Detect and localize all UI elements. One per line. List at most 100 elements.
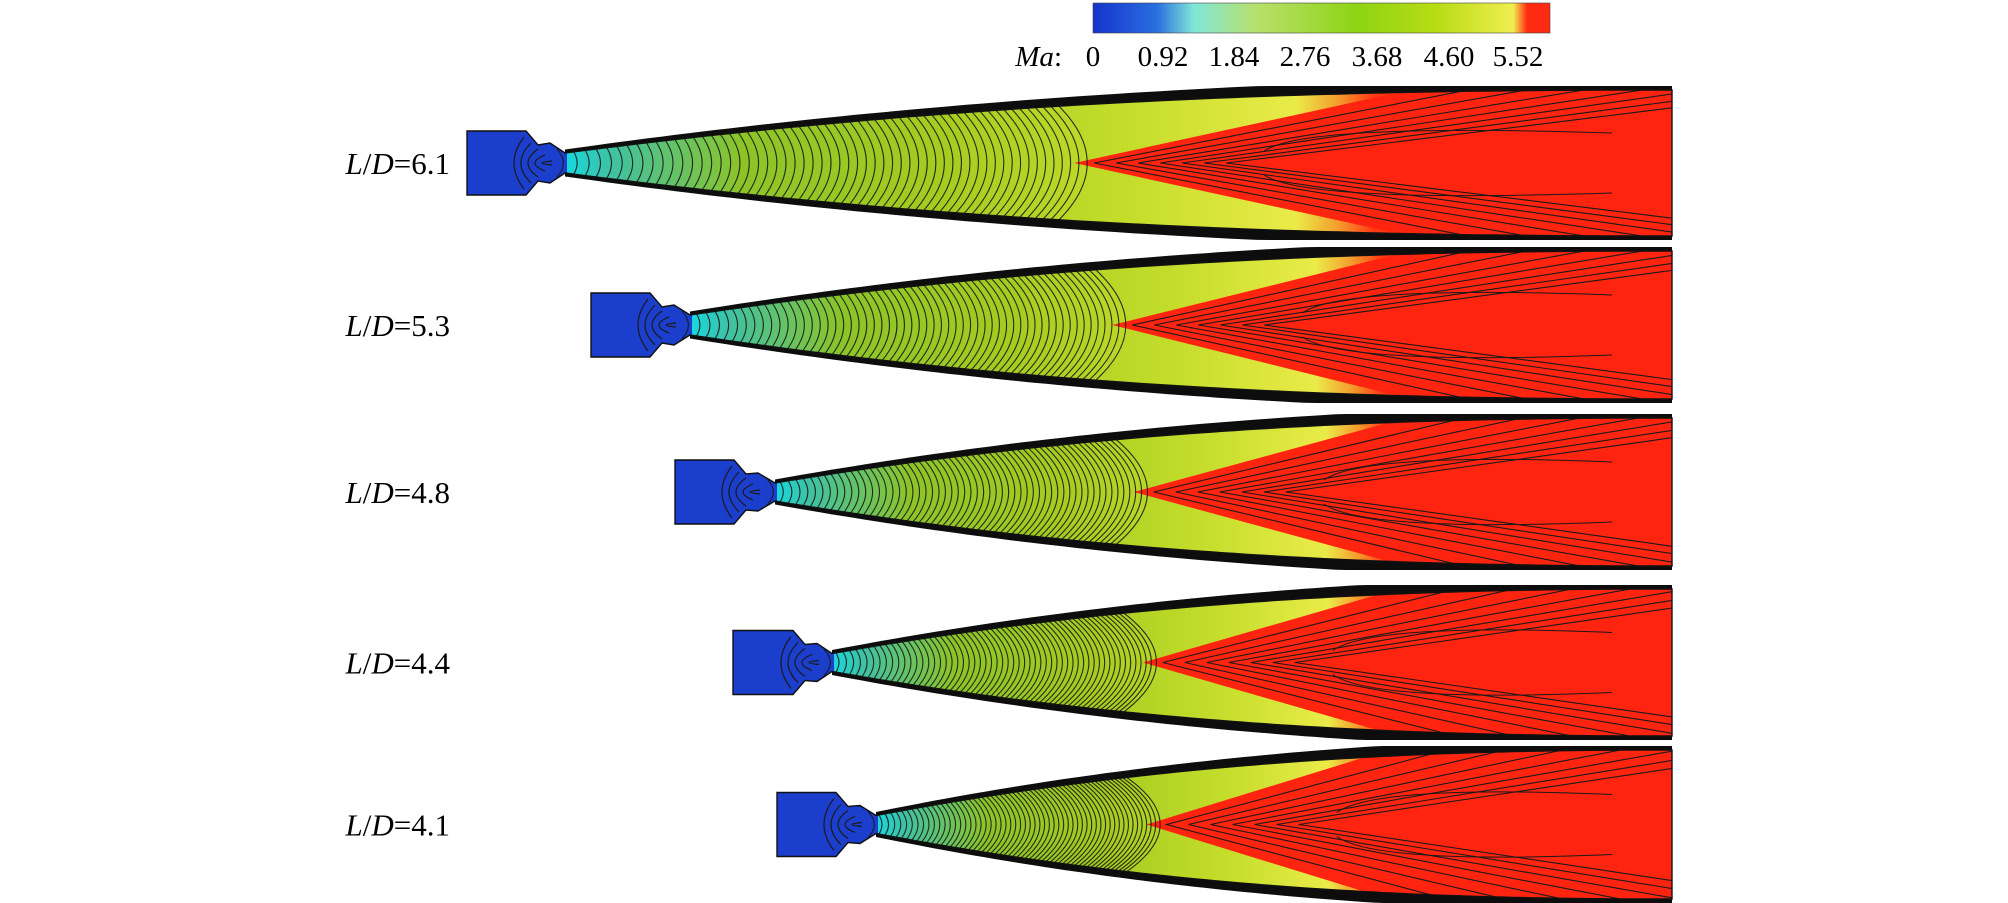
mach-contour-line (991, 619, 1020, 706)
shock-contour-line (1198, 251, 1667, 399)
chamber-contour-line (830, 804, 842, 845)
chamber-contour-line (520, 142, 532, 184)
panel-label: L/D=4.1 (345, 808, 451, 843)
chamber-contour-line (749, 489, 761, 495)
colorbar-tick: 4.60 (1424, 41, 1475, 73)
mach-contour-line (834, 288, 852, 362)
mach-contour-line (997, 270, 1029, 380)
mach-field (675, 418, 1672, 566)
mach-contour-line (1100, 432, 1143, 552)
mach-contour-line (867, 811, 875, 838)
mach-colorbar: Ma: 0 0.92 1.84 2.76 3.68 4.60 5.52 (1014, 2, 1551, 73)
mach-contour-line (1034, 613, 1069, 712)
mach-contour-line (876, 283, 898, 367)
mach-contour-line (972, 622, 998, 703)
core-contour-line (1263, 129, 1613, 197)
mach-contour-line (868, 113, 894, 213)
mach-contour-line (1105, 769, 1152, 880)
mach-contour-line (1107, 605, 1152, 720)
mach-contour-line (852, 114, 876, 212)
mach-contour-line (1087, 262, 1127, 388)
mach-contour-line (1043, 777, 1079, 872)
mach-contour-line (910, 279, 935, 371)
colorbar-tick: 0 (1086, 41, 1101, 73)
mach-contour-line (827, 117, 850, 209)
mach-contour-line (1058, 436, 1095, 548)
mach-contour-line (912, 454, 934, 530)
mach-contour-line (982, 621, 1009, 704)
mach-contour-line (869, 284, 890, 366)
mach-contour-line (897, 280, 920, 370)
shock-contour-line (1285, 418, 1672, 566)
mach-contour-line (1036, 100, 1071, 226)
chamber-contour-line (742, 483, 754, 501)
mach-contour-line (1003, 442, 1034, 542)
mach-contour-line (1066, 774, 1106, 875)
mach-contour-line (1053, 611, 1090, 714)
mach-contour-line (750, 124, 769, 202)
colorbar-tick-labels: 0 0.92 1.84 2.76 3.68 4.60 5.52 (1086, 41, 1544, 73)
shock-contour-line (1206, 589, 1592, 736)
shock-contour-line (1250, 589, 1672, 736)
mach-contour-line (724, 127, 741, 199)
mach-contour-line (965, 105, 996, 221)
nozzle-panel: L/D=5.3 (345, 247, 1673, 403)
mach-contour-line (1025, 615, 1058, 710)
panel-label: L/D=5.3 (345, 308, 451, 343)
mach-contour-line (1052, 99, 1088, 227)
mach-contour-line (941, 107, 971, 219)
mach-contour-line (977, 621, 1004, 704)
mach-contour-line (860, 114, 885, 212)
shock-contour-line (1294, 589, 1672, 736)
mach-contour-line (981, 445, 1010, 539)
chamber-region (777, 750, 878, 899)
shock-contour-line (1298, 750, 1672, 899)
mach-contour-line (1014, 441, 1047, 543)
mach-contour-line (986, 444, 1016, 540)
shock-contour-line (1182, 90, 1672, 236)
mach-contour-line (1089, 607, 1132, 718)
mach-contour-line (977, 272, 1008, 378)
colorbar-gradient (1092, 2, 1551, 34)
core-contour-line (1336, 791, 1613, 858)
colorbar-variable: Ma (1014, 41, 1054, 73)
mach-contour-line (1082, 772, 1125, 877)
mach-contour-line (984, 271, 1015, 379)
shock-contour-line (1242, 251, 1672, 399)
mach-field (777, 750, 1672, 899)
shock-contour-line (1197, 418, 1601, 566)
nozzle-panel: L/D=6.1 (345, 86, 1673, 240)
mach-contour-line (917, 109, 945, 217)
mach-contour-line (998, 443, 1028, 541)
mach-contour-line (1084, 433, 1125, 551)
mach-contour-line (835, 116, 858, 210)
colorbar-tick: 5.52 (1493, 41, 1544, 73)
mach-contour-line (1019, 781, 1050, 868)
nozzle-outline (674, 417, 1673, 567)
mach-contour-line (951, 274, 979, 376)
shock-contour-line (1254, 750, 1672, 899)
mach-contour-line (996, 619, 1026, 706)
mach-contour-line (1036, 438, 1071, 546)
core-region (1146, 750, 1672, 899)
mach-contour-line (1055, 265, 1092, 385)
shock-contour-line (1276, 750, 1672, 899)
mach-contour-line (925, 108, 954, 218)
chamber-contour-line (541, 160, 553, 166)
shock-contour-line (1263, 418, 1672, 566)
mach-contour-line (1074, 434, 1113, 550)
shock-contour-line (1116, 90, 1549, 236)
mach-contour-line (997, 103, 1030, 223)
mach-contour-line (733, 126, 750, 200)
shock-contour-line (1138, 90, 1609, 236)
mach-contour-line (1039, 613, 1074, 712)
chamber-contour-line (658, 316, 670, 334)
mach-contour-line (1020, 101, 1055, 225)
mach-contour-line (1098, 605, 1142, 720)
mach-contour-line (826, 289, 845, 361)
panel-label: L/D=6.1 (345, 146, 451, 181)
mach-contour-line (929, 452, 953, 532)
chamber-contour-line (728, 471, 740, 513)
mach-contour-line (785, 121, 805, 205)
